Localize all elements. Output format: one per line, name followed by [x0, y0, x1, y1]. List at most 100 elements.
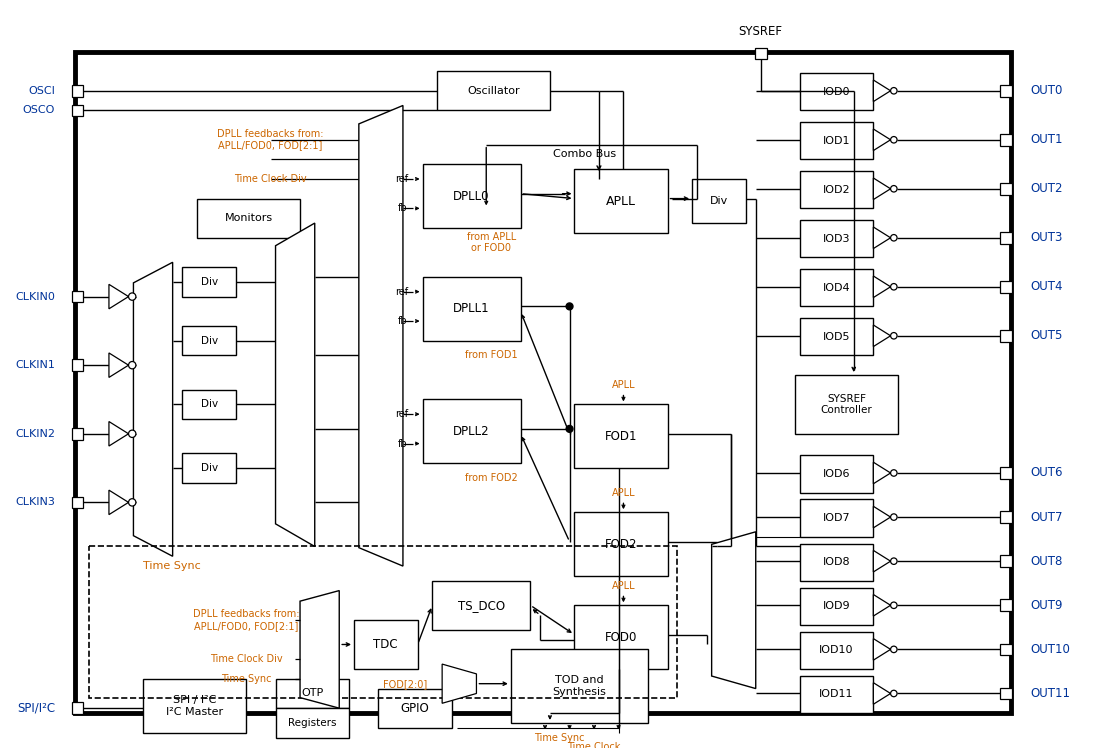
Polygon shape	[873, 506, 891, 528]
Bar	[72, 497, 83, 508]
Text: OUT6: OUT6	[1031, 467, 1062, 479]
Circle shape	[891, 283, 897, 290]
Bar	[354, 620, 418, 669]
Bar	[795, 375, 898, 434]
Text: from APLL
or FOD0: from APLL or FOD0	[466, 232, 515, 254]
Bar	[574, 405, 667, 468]
Bar	[422, 165, 521, 228]
Text: OUT8: OUT8	[1031, 555, 1062, 568]
Text: SPI / I²C
I²C Master: SPI / I²C I²C Master	[166, 695, 223, 717]
Text: CLKIN1: CLKIN1	[15, 361, 55, 370]
Bar	[90, 547, 677, 699]
Text: fb: fb	[398, 438, 408, 449]
Text: OUT10: OUT10	[1031, 643, 1070, 656]
Text: IOD10: IOD10	[819, 646, 853, 655]
Polygon shape	[873, 129, 891, 150]
Circle shape	[891, 88, 897, 94]
Polygon shape	[873, 276, 891, 298]
Text: fb: fb	[398, 316, 408, 326]
Text: IOD0: IOD0	[823, 87, 850, 96]
Bar	[800, 500, 873, 536]
Text: Time Sync: Time Sync	[221, 674, 271, 684]
Bar	[72, 359, 83, 371]
Circle shape	[128, 499, 136, 506]
Bar	[1000, 643, 1012, 655]
Bar	[276, 678, 349, 708]
Text: OUT5: OUT5	[1031, 329, 1062, 343]
Text: IOD6: IOD6	[823, 469, 850, 479]
Bar	[800, 220, 873, 257]
Bar	[72, 291, 83, 302]
Text: Time Clock Div: Time Clock Div	[234, 174, 307, 184]
Text: CLKIN0: CLKIN0	[15, 292, 55, 301]
Polygon shape	[711, 532, 756, 689]
Bar	[276, 708, 349, 738]
Text: OUT4: OUT4	[1031, 280, 1062, 293]
Text: CLKIN3: CLKIN3	[15, 497, 55, 507]
Text: SYSREF: SYSREF	[738, 25, 782, 38]
Text: Oscillator: Oscillator	[467, 86, 520, 96]
Bar	[1000, 183, 1012, 194]
Circle shape	[128, 430, 136, 438]
Polygon shape	[300, 591, 339, 708]
Text: from FOD2: from FOD2	[465, 473, 517, 483]
Bar	[1000, 467, 1012, 479]
Text: IOD2: IOD2	[823, 185, 850, 194]
Bar	[800, 269, 873, 307]
Text: APLL: APLL	[612, 580, 636, 591]
Text: IOD11: IOD11	[819, 690, 853, 699]
Circle shape	[891, 646, 897, 652]
Bar	[422, 399, 521, 463]
Circle shape	[566, 303, 573, 310]
Text: ref: ref	[395, 174, 408, 184]
Bar	[72, 702, 83, 714]
Polygon shape	[276, 223, 315, 547]
Bar	[800, 676, 873, 713]
Circle shape	[891, 514, 897, 521]
Text: APLL: APLL	[612, 488, 636, 497]
Polygon shape	[109, 490, 128, 515]
Circle shape	[128, 293, 136, 300]
Text: IOD9: IOD9	[823, 601, 850, 611]
Text: DPLL feedbacks from:
APLL/FOD0, FOD[2:1]: DPLL feedbacks from: APLL/FOD0, FOD[2:1]	[218, 129, 324, 150]
Text: APLL: APLL	[612, 380, 636, 390]
Text: Time Sync: Time Sync	[143, 561, 201, 571]
Text: IOD1: IOD1	[823, 135, 850, 146]
Bar	[183, 267, 236, 296]
Bar	[422, 277, 521, 340]
Text: Monitors: Monitors	[224, 213, 272, 223]
Circle shape	[891, 602, 897, 609]
Circle shape	[891, 558, 897, 565]
Text: ref: ref	[395, 409, 408, 419]
Bar	[1000, 555, 1012, 567]
Bar	[72, 428, 83, 440]
Circle shape	[891, 235, 897, 241]
Text: OSCO: OSCO	[23, 105, 55, 115]
Text: SPI/I²C: SPI/I²C	[16, 702, 55, 714]
Bar	[693, 179, 746, 223]
Bar	[574, 605, 667, 669]
Text: OUT3: OUT3	[1031, 231, 1062, 245]
Text: SYSREF
Controller: SYSREF Controller	[820, 393, 872, 415]
Bar	[800, 122, 873, 159]
Text: OSCI: OSCI	[28, 86, 55, 96]
Bar	[574, 512, 667, 576]
Text: OUT9: OUT9	[1031, 599, 1062, 612]
Bar	[800, 632, 873, 669]
Text: IOD7: IOD7	[823, 513, 850, 523]
Polygon shape	[873, 80, 891, 102]
Bar	[379, 689, 452, 728]
Bar	[438, 71, 550, 111]
Text: OUT1: OUT1	[1031, 133, 1062, 147]
Circle shape	[128, 361, 136, 369]
Polygon shape	[873, 227, 891, 248]
Text: Combo Bus: Combo Bus	[552, 150, 616, 159]
Circle shape	[891, 690, 897, 696]
Polygon shape	[873, 178, 891, 200]
Bar	[800, 456, 873, 493]
Text: TS_DCO: TS_DCO	[457, 599, 505, 612]
Bar	[800, 544, 873, 580]
Text: OUT11: OUT11	[1031, 687, 1070, 700]
Text: FOD1: FOD1	[605, 430, 637, 443]
Text: FOD2: FOD2	[605, 538, 637, 551]
